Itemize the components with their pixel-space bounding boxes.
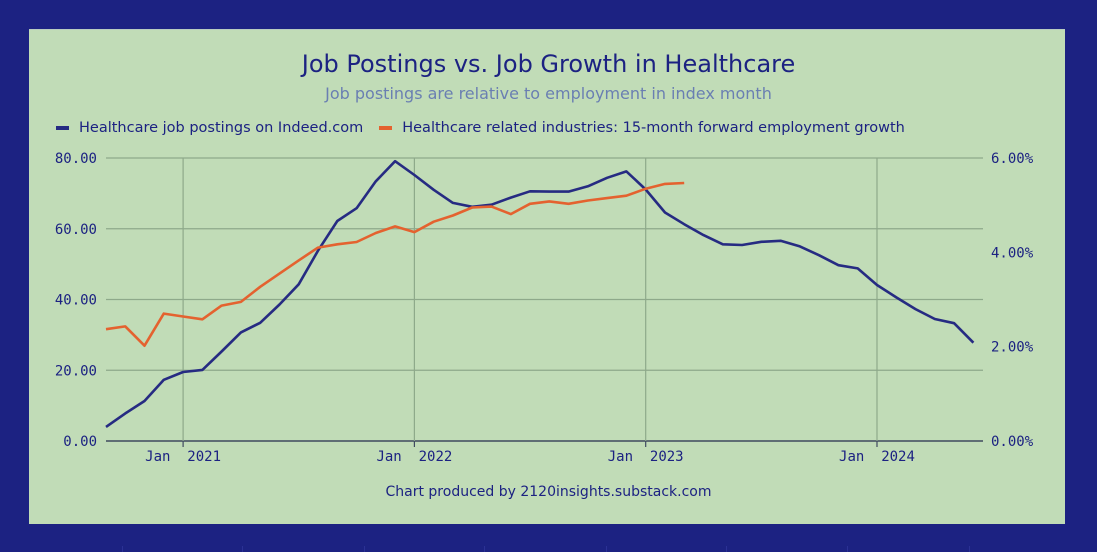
chart-legend: Healthcare job postings on Indeed.com He… [56,118,921,138]
y-left-tick-label: 20.00 [55,363,97,379]
x-tick-label: Jan 2022 [376,449,452,465]
y-right-tick-label: 0.00% [991,434,1034,450]
y-right-tick-label: 6.00% [991,151,1034,167]
legend-label-employment: Healthcare related industries: 15-month … [402,120,905,136]
y-right-tick-label: 4.00% [991,245,1034,261]
y-left-tick-label: 40.00 [55,293,97,309]
x-tick-label: Jan 2021 [145,449,221,465]
chart-title: Job Postings vs. Job Growth in Healthcar… [301,50,796,78]
y-left-tick-label: 0.00 [63,434,97,450]
y-left-tick-label: 60.00 [55,222,97,238]
y-right-tick-label: 2.00% [991,340,1034,356]
y-left-tick-label: 80.00 [55,151,97,167]
legend-item-employment[interactable]: Healthcare related industries: 15-month … [379,120,905,136]
series-line-postings [105,159,975,428]
legend-swatch-postings [56,126,69,130]
x-tick-label: Jan 2024 [839,449,915,465]
x-tick-label: Jan 2023 [608,449,684,465]
legend-item-postings[interactable]: Healthcare job postings on Indeed.com [56,120,363,136]
chart-subtitle: Job postings are relative to employment … [325,84,772,103]
chart-footer: Chart produced by 2120insights.substack.… [385,484,712,500]
legend-swatch-employment [379,126,393,130]
series-line-employment [105,181,685,348]
legend-label-postings: Healthcare job postings on Indeed.com [79,120,364,136]
